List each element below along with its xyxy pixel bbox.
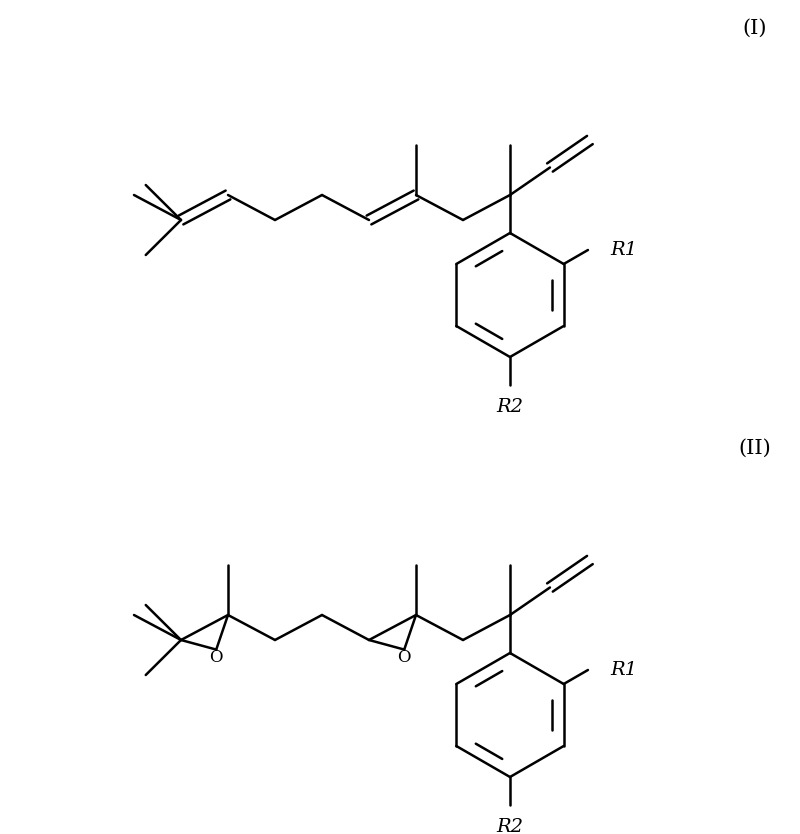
Text: R1: R1 xyxy=(610,241,637,259)
Text: R2: R2 xyxy=(497,818,523,834)
Text: R2: R2 xyxy=(497,398,523,416)
Text: O: O xyxy=(398,649,411,666)
Text: (I): (I) xyxy=(742,18,767,38)
Text: O: O xyxy=(210,649,223,666)
Text: R1: R1 xyxy=(610,661,637,679)
Text: (II): (II) xyxy=(738,439,771,458)
